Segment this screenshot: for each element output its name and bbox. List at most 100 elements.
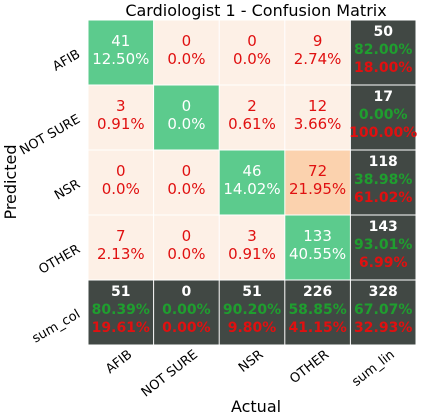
cell-r3-c0-count: 7 — [116, 227, 126, 245]
cell-r0-c2-pct: 0.0% — [233, 50, 271, 68]
matrix-cells: 4112.50%00.0%00.0%92.74%5082.00%18.00%30… — [88, 20, 417, 345]
cell-r0-c0-pct: 12.50% — [92, 50, 149, 68]
x-tick-0: AFIB — [103, 347, 135, 377]
x-tick-3: OTHER — [287, 347, 332, 387]
cell-r3-c1-count: 0 — [182, 227, 192, 245]
row-sum-3-error-pct: 6.99% — [359, 255, 408, 271]
col-sum-2 — [219, 280, 285, 345]
cell-r2-c2 — [219, 150, 285, 215]
y-tick-4: sum_col — [30, 307, 83, 346]
y-tick-1: NOT SURE — [17, 112, 83, 159]
cell-r2-c0 — [88, 150, 154, 215]
col-sum-1-error-pct: 0.00% — [162, 320, 211, 336]
cell-r1-c2 — [219, 85, 285, 150]
cell-r1-c1-pct: 0.0% — [167, 115, 205, 133]
x-tick-4: sum_lin — [349, 347, 397, 389]
total-sum — [350, 280, 416, 345]
cell-r3-c3-pct: 40.55% — [289, 245, 346, 263]
total-sum-count: 328 — [369, 284, 398, 300]
cell-r1-c1 — [154, 85, 219, 150]
col-sum-1-correct-pct: 0.00% — [162, 302, 211, 318]
cell-r1-c3 — [285, 85, 350, 150]
col-sum-1 — [154, 280, 219, 345]
row-sum-2-count: 118 — [369, 154, 398, 170]
chart-title: Cardiologist 1 - Confusion Matrix — [125, 1, 386, 20]
y-tick-labels: AFIB NOT SURE NSR OTHER sum_col — [17, 47, 83, 346]
row-sum-0 — [350, 20, 416, 85]
y-tick-2: NSR — [52, 177, 83, 203]
cell-r3-c3-count: 133 — [303, 227, 332, 245]
col-sum-2-correct-pct: 90.20% — [223, 302, 281, 318]
col-sum-3 — [285, 280, 350, 345]
row-sum-1-count: 17 — [373, 89, 392, 105]
row-sum-1-correct-pct: 0.00% — [359, 107, 408, 123]
total-sum-correct-pct: 67.07% — [354, 302, 412, 318]
x-tick-1: NOT SURE — [139, 347, 201, 400]
x-tick-2: NSR — [236, 347, 267, 375]
y-tick-0: AFIB — [50, 47, 83, 75]
cell-r0-c3 — [285, 20, 350, 85]
cell-r3-c0-pct: 2.13% — [97, 245, 145, 263]
cell-r2-c1-pct: 0.0% — [167, 180, 205, 198]
cell-r2-c2-count: 46 — [242, 162, 261, 180]
x-tick-labels: AFIB NOT SURE NSR OTHER sum_lin — [103, 347, 398, 400]
x-axis-label: Actual — [231, 397, 281, 416]
cell-r3-c2 — [219, 215, 285, 280]
cell-r2-c2-pct: 14.02% — [223, 180, 280, 198]
cell-r3-c1-pct: 0.0% — [167, 245, 205, 263]
cell-r0-c1-count: 0 — [182, 32, 192, 50]
cell-r2-c3 — [285, 150, 350, 215]
cell-r1-c0 — [88, 85, 154, 150]
cell-r0-c1 — [154, 20, 219, 85]
col-sum-3-correct-pct: 58.85% — [288, 302, 346, 318]
row-sum-0-error-pct: 18.00% — [354, 60, 412, 76]
cell-r1-c2-count: 2 — [247, 97, 257, 115]
cell-r0-c0-count: 41 — [111, 32, 130, 50]
cell-r1-c0-count: 3 — [116, 97, 126, 115]
col-sum-0 — [88, 280, 154, 345]
cell-r2-c3-count: 72 — [308, 162, 327, 180]
cell-r0-c1-pct: 0.0% — [167, 50, 205, 68]
row-sum-3 — [350, 215, 416, 280]
col-sum-3-error-pct: 41.15% — [288, 320, 346, 336]
cell-r0-c2 — [219, 20, 285, 85]
col-sum-0-error-pct: 19.61% — [92, 320, 150, 336]
row-sum-2-correct-pct: 38.98% — [354, 172, 412, 188]
cell-r1-c0-pct: 0.91% — [97, 115, 145, 133]
cell-r1-c3-count: 12 — [308, 97, 327, 115]
y-tick-3: OTHER — [36, 242, 83, 278]
cell-r1-c3-pct: 3.66% — [294, 115, 342, 133]
cell-r3-c1 — [154, 215, 219, 280]
col-sum-2-count: 51 — [242, 284, 261, 300]
row-sum-3-count: 143 — [369, 219, 398, 235]
row-sum-0-correct-pct: 82.00% — [354, 42, 412, 58]
col-sum-1-count: 0 — [182, 284, 192, 300]
cell-r2-c0-count: 0 — [116, 162, 126, 180]
cell-r2-c1-count: 0 — [182, 162, 192, 180]
cell-r3-c2-pct: 0.91% — [228, 245, 276, 263]
row-sum-2-error-pct: 61.02% — [354, 190, 412, 206]
cell-r1-c2-pct: 0.61% — [228, 115, 276, 133]
cell-r0-c0 — [88, 20, 154, 85]
cell-r1-c1-count: 0 — [182, 97, 192, 115]
row-sum-1-error-pct: 100.00% — [349, 125, 417, 141]
total-sum-error-pct: 32.93% — [354, 320, 412, 336]
row-sum-2 — [350, 150, 416, 215]
cell-r0-c3-pct: 2.74% — [294, 50, 342, 68]
row-sum-1 — [350, 85, 416, 150]
cell-r2-c0-pct: 0.0% — [102, 180, 140, 198]
cell-r2-c1 — [154, 150, 219, 215]
col-sum-2-error-pct: 9.80% — [228, 320, 277, 336]
cell-r3-c0 — [88, 215, 154, 280]
row-sum-0-count: 50 — [373, 24, 393, 40]
cell-r0-c3-count: 9 — [313, 32, 323, 50]
cell-r3-c3 — [285, 215, 350, 280]
cell-r3-c2-count: 3 — [247, 227, 257, 245]
col-sum-3-count: 226 — [303, 284, 332, 300]
cell-r2-c3-pct: 21.95% — [289, 180, 346, 198]
col-sum-0-correct-pct: 80.39% — [92, 302, 150, 318]
row-sum-3-correct-pct: 93.01% — [354, 237, 412, 253]
col-sum-0-count: 51 — [111, 284, 130, 300]
y-axis-label: Predicted — [1, 144, 20, 219]
